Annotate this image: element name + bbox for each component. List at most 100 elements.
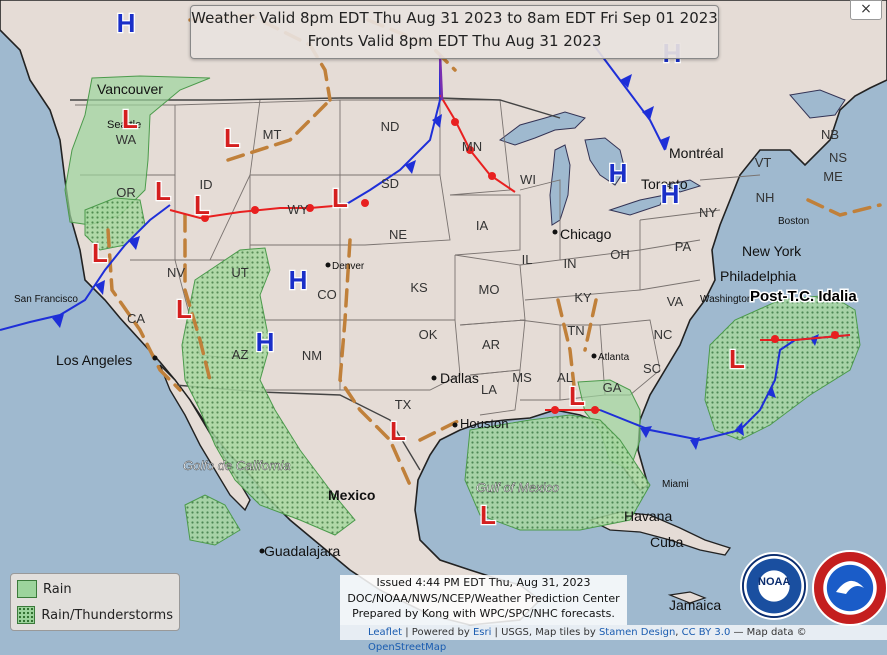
legend-thunderstorms: Rain/Thunderstorms <box>17 604 173 626</box>
tstorm-area-southwest <box>181 247 356 536</box>
svg-text:OH: OH <box>610 247 630 262</box>
attrib-powered: | Powered by <box>402 627 473 638</box>
svg-text:TX: TX <box>395 397 412 412</box>
svg-text:MO: MO <box>479 282 500 297</box>
lake-ontario <box>663 179 702 193</box>
svg-text:MS: MS <box>512 370 532 385</box>
weather-map[interactable]: WA OR ID MT ND SD WY NE MN WI IA IL IN OH PA NY VT N… <box>0 0 887 640</box>
svg-text:IL: IL <box>522 252 533 267</box>
svg-text:Washington: Washington <box>700 294 752 305</box>
issued-line3: Prepared by Kong with WPC/SPC/NHC foreca… <box>352 607 615 620</box>
cc-link[interactable]: CC BY 3.0 <box>681 627 731 638</box>
low-pressure-center: L <box>390 416 406 446</box>
hudson-bay-region <box>789 89 846 119</box>
low-pressure-center: L <box>332 183 348 213</box>
thunderstorm-swatch <box>17 606 36 624</box>
svg-text:Atlanta: Atlanta <box>598 352 630 363</box>
svg-text:Boston: Boston <box>778 216 809 227</box>
svg-text:AR: AR <box>482 337 500 352</box>
esri-link[interactable]: Esri <box>472 627 492 638</box>
low-pressure-center: L <box>122 104 138 134</box>
lake-superior <box>498 111 586 146</box>
low-pressure-center: L <box>224 123 240 153</box>
svg-text:TN: TN <box>567 323 584 338</box>
svg-text:SD: SD <box>381 176 399 191</box>
svg-text:NV: NV <box>167 265 185 280</box>
storm-label: Post-T.C. Idalia <box>750 288 857 305</box>
stamen-link[interactable]: Stamen Design <box>598 627 676 638</box>
lake-erie <box>608 194 666 216</box>
state-labels: WA OR ID MT ND SD WY NE MN WI IA IL IN OH PA NY VT N… <box>116 119 848 412</box>
svg-text:Gulf of Mexico: Gulf of Mexico <box>476 480 559 495</box>
low-pressure-center: L <box>194 190 210 220</box>
svg-text:Cuba: Cuba <box>650 534 684 550</box>
svg-text:NE: NE <box>389 227 407 242</box>
svg-text:ID: ID <box>200 177 213 192</box>
high-pressure-center: H <box>661 179 680 209</box>
city-labels: Vancouver Seattle San Francisco Los Ange… <box>14 81 809 613</box>
svg-text:LA: LA <box>481 382 497 397</box>
svg-text:WY: WY <box>288 202 309 217</box>
svg-text:ME: ME <box>823 169 843 184</box>
svg-text:San Francisco: San Francisco <box>14 294 78 305</box>
low-pressure-center: L <box>569 381 585 411</box>
land-cuba <box>588 511 732 556</box>
svg-text:WA: WA <box>116 132 137 147</box>
issued-line1: Issued 4:44 PM EDT Thu, Aug 31, 2023 <box>376 576 591 589</box>
low-pressure-center: L <box>176 294 192 324</box>
svg-text:AL: AL <box>557 370 573 385</box>
low-pressure-center: L <box>729 344 745 374</box>
svg-text:New York: New York <box>742 243 802 259</box>
svg-text:Havana: Havana <box>624 508 672 524</box>
legend-thunderstorms-label: Rain/Thunderstorms <box>41 607 173 623</box>
tstorm-area-baja <box>184 494 241 546</box>
svg-text:MT: MT <box>263 127 282 142</box>
svg-text:Miami: Miami <box>662 479 689 490</box>
svg-text:Golfo de California: Golfo de California <box>183 458 291 473</box>
svg-text:CA: CA <box>127 311 145 326</box>
svg-text:CO: CO <box>317 287 337 302</box>
attrib-usgs: | USGS, Map tiles by <box>491 627 599 638</box>
tstorm-area-atlantic <box>704 294 861 441</box>
svg-text:Mexico: Mexico <box>328 487 375 503</box>
svg-text:PA: PA <box>675 239 692 254</box>
svg-text:Toronto: Toronto <box>641 176 688 192</box>
svg-text:Jamaica: Jamaica <box>669 597 721 613</box>
attrib-mapdata: — Map data © <box>730 627 807 638</box>
title-line2: Fronts Valid 8pm EDT Thu Aug 31 2023 <box>307 32 602 50</box>
land-jamaica <box>667 591 707 604</box>
svg-text:MN: MN <box>462 139 482 154</box>
close-button[interactable]: × <box>850 0 882 20</box>
svg-text:Seattle: Seattle <box>107 119 141 131</box>
issued-info: Issued 4:44 PM EDT Thu, Aug 31, 2023 DOC… <box>340 575 627 625</box>
rain-swatch <box>17 580 37 598</box>
nws-logo <box>812 550 887 626</box>
land-baja <box>159 364 251 512</box>
land-north-america <box>0 0 887 626</box>
lake-huron <box>584 137 626 186</box>
svg-text:OR: OR <box>116 185 136 200</box>
high-pressure-center: H <box>256 327 275 357</box>
svg-text:AZ: AZ <box>232 347 249 362</box>
high-pressure-center: H <box>117 8 136 38</box>
svg-text:ND: ND <box>381 119 400 134</box>
noaa-logo: NOAA <box>740 552 808 620</box>
attribution-bar: Leaflet | Powered by Esri | USGS, Map ti… <box>340 625 887 653</box>
svg-text:Houston: Houston <box>460 416 508 431</box>
low-pressure-center: L <box>155 176 171 206</box>
cold-front-triangles <box>52 74 819 450</box>
osm-link[interactable]: OpenStreetMap <box>368 642 447 653</box>
low-pressure-center: L <box>92 238 108 268</box>
high-pressure-center: H <box>609 158 628 188</box>
svg-text:VT: VT <box>755 155 772 170</box>
leaflet-link[interactable]: Leaflet <box>368 627 403 638</box>
legend-rain-label: Rain <box>43 581 72 597</box>
svg-text:KS: KS <box>410 280 428 295</box>
svg-text:NM: NM <box>302 348 322 363</box>
svg-text:Los Angeles: Los Angeles <box>56 352 132 368</box>
high-pressure-center: H <box>289 265 308 295</box>
tstorm-area-gulf <box>464 414 651 531</box>
svg-text:NS: NS <box>829 150 847 165</box>
svg-text:Chicago: Chicago <box>560 226 612 242</box>
svg-text:Dallas: Dallas <box>440 370 479 386</box>
